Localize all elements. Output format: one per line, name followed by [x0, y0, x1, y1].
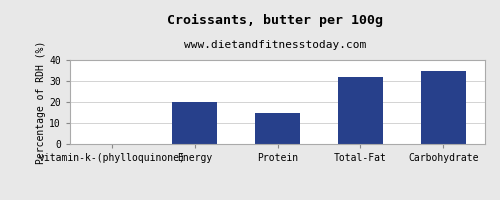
Y-axis label: Percentage of RDH (%): Percentage of RDH (%)	[36, 40, 46, 164]
Text: www.dietandfitnesstoday.com: www.dietandfitnesstoday.com	[184, 40, 366, 50]
Text: Croissants, butter per 100g: Croissants, butter per 100g	[167, 14, 383, 27]
Bar	[254, 112, 300, 144]
Bar	[172, 102, 218, 144]
Bar	[338, 77, 383, 144]
Bar	[420, 71, 466, 144]
